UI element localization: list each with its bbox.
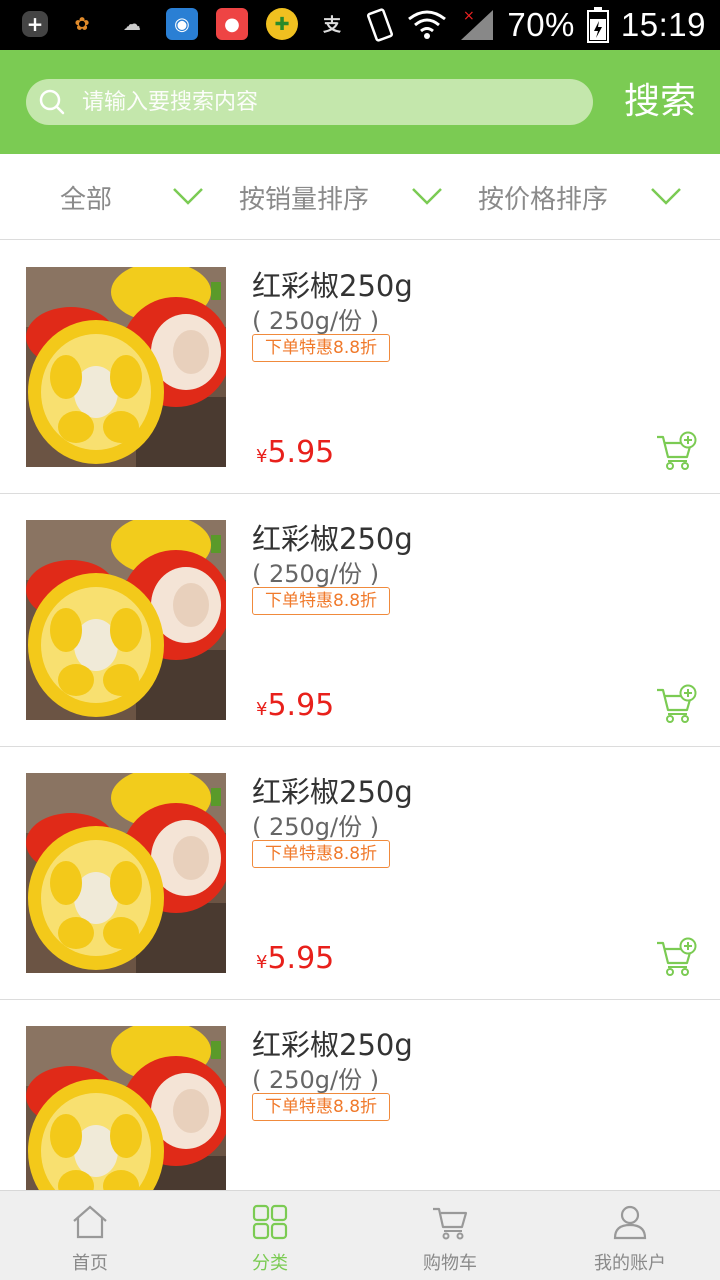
plus-app-icon: ✚ (266, 8, 298, 40)
product-spec: ( 250g/份 ) (252, 1066, 380, 1094)
product-name[interactable]: 红彩椒250g (252, 269, 413, 303)
notification-icons: + ✿ ☁ ◉ ● ✚ 支 (22, 8, 348, 40)
game-app-icon: ● (216, 8, 248, 40)
filter-label: 按价格排序 (478, 184, 609, 215)
product-image[interactable] (26, 773, 226, 973)
tab-home[interactable]: 首页 (0, 1191, 180, 1280)
product-name[interactable]: 红彩椒250g (252, 775, 413, 809)
tab-cart[interactable]: 购物车 (360, 1191, 540, 1280)
product-name[interactable]: 红彩椒250g (252, 522, 413, 556)
signal-icon: × (461, 8, 494, 40)
product-price: ¥5.95 (256, 941, 334, 976)
tab-label: 首页 (72, 1253, 108, 1274)
currency-symbol: ¥ (256, 952, 268, 973)
product-item[interactable]: 红彩椒250g ( 250g/份 ) 下单特惠8.8折 ¥5.95 (0, 494, 720, 747)
product-price: ¥5.95 (256, 688, 334, 723)
add-to-cart-icon[interactable] (655, 684, 697, 724)
filter-all[interactable]: 全部 (60, 154, 112, 240)
product-spec: ( 250g/份 ) (252, 307, 380, 335)
search-bar[interactable] (26, 79, 593, 125)
filter-label: 按销量排序 (239, 184, 370, 215)
currency-symbol: ¥ (256, 699, 268, 720)
product-item[interactable]: 红彩椒250g ( 250g/份 ) 下单特惠8.8折 ¥5.95 (0, 747, 720, 1000)
svg-text:×: × (463, 8, 475, 24)
product-price: ¥5.95 (256, 435, 334, 470)
filter-label: 全部 (60, 184, 113, 215)
tab-account[interactable]: 我的账户 (540, 1191, 720, 1280)
bottom-nav: 首页 分类 购物车 我的账户 (0, 1190, 720, 1280)
currency-symbol: ¥ (256, 446, 268, 467)
product-image[interactable] (26, 1026, 226, 1190)
product-spec: ( 250g/份 ) (252, 813, 380, 841)
promo-badge: 下单特惠8.8折 (252, 334, 391, 362)
home-icon (73, 1205, 107, 1239)
status-bar: + ✿ ☁ ◉ ● ✚ 支 × 70% 15:19 (0, 0, 720, 50)
chevron-down-icon[interactable] (650, 186, 682, 206)
search-header: 搜索 (0, 50, 720, 154)
battery-icon (586, 7, 609, 43)
search-button[interactable]: 搜索 (623, 81, 696, 122)
status-right: × 70% 15:19 (365, 4, 706, 46)
filter-price[interactable]: 按价格排序 (478, 154, 608, 240)
price-amount: 5.95 (267, 688, 335, 723)
add-notification-icon: + (22, 11, 48, 37)
battery-percent: 70% (507, 6, 575, 43)
alipay-icon: 支 (323, 15, 341, 36)
wifi-icon (408, 10, 447, 39)
clock: 15:19 (620, 6, 706, 43)
add-to-cart-icon[interactable] (655, 431, 697, 471)
chevron-down-icon[interactable] (411, 186, 443, 206)
promo-badge: 下单特惠8.8折 (252, 840, 391, 868)
wifi-app-icon: ◉ (166, 8, 198, 40)
promo-badge: 下单特惠8.8折 (252, 587, 391, 615)
category-grid-icon (252, 1204, 288, 1240)
weather-icon: ☁ (123, 13, 141, 35)
filter-bar: 全部 按销量排序 按价格排序 (0, 154, 720, 240)
price-amount: 5.95 (267, 435, 335, 470)
promo-badge: 下单特惠8.8折 (252, 1093, 391, 1121)
product-item[interactable]: 红彩椒250g ( 250g/份 ) 下单特惠8.8折 ¥5.95 (0, 241, 720, 494)
product-spec: ( 250g/份 ) (252, 560, 380, 588)
search-input[interactable] (82, 89, 562, 115)
tab-label: 分类 (252, 1253, 288, 1274)
tab-category[interactable]: 分类 (180, 1191, 360, 1280)
chevron-down-icon[interactable] (172, 186, 204, 206)
product-name[interactable]: 红彩椒250g (252, 1028, 413, 1062)
user-icon (613, 1205, 647, 1240)
add-to-cart-icon[interactable] (655, 937, 697, 977)
phone-vibrate-icon (367, 8, 394, 42)
search-icon (38, 88, 66, 116)
tab-label: 我的账户 (594, 1253, 666, 1274)
price-amount: 5.95 (267, 941, 335, 976)
filter-sales[interactable]: 按销量排序 (239, 154, 369, 240)
product-list: 红彩椒250g ( 250g/份 ) 下单特惠8.8折 ¥5.95 (0, 241, 720, 1190)
product-item[interactable]: 红彩椒250g ( 250g/份 ) 下单特惠8.8折 ¥5.95 (0, 1000, 720, 1190)
cart-icon (433, 1207, 468, 1240)
uc-browser-icon: ✿ (74, 13, 90, 35)
product-image[interactable] (26, 520, 226, 720)
product-image[interactable] (26, 267, 226, 467)
tab-label: 购物车 (423, 1253, 477, 1274)
